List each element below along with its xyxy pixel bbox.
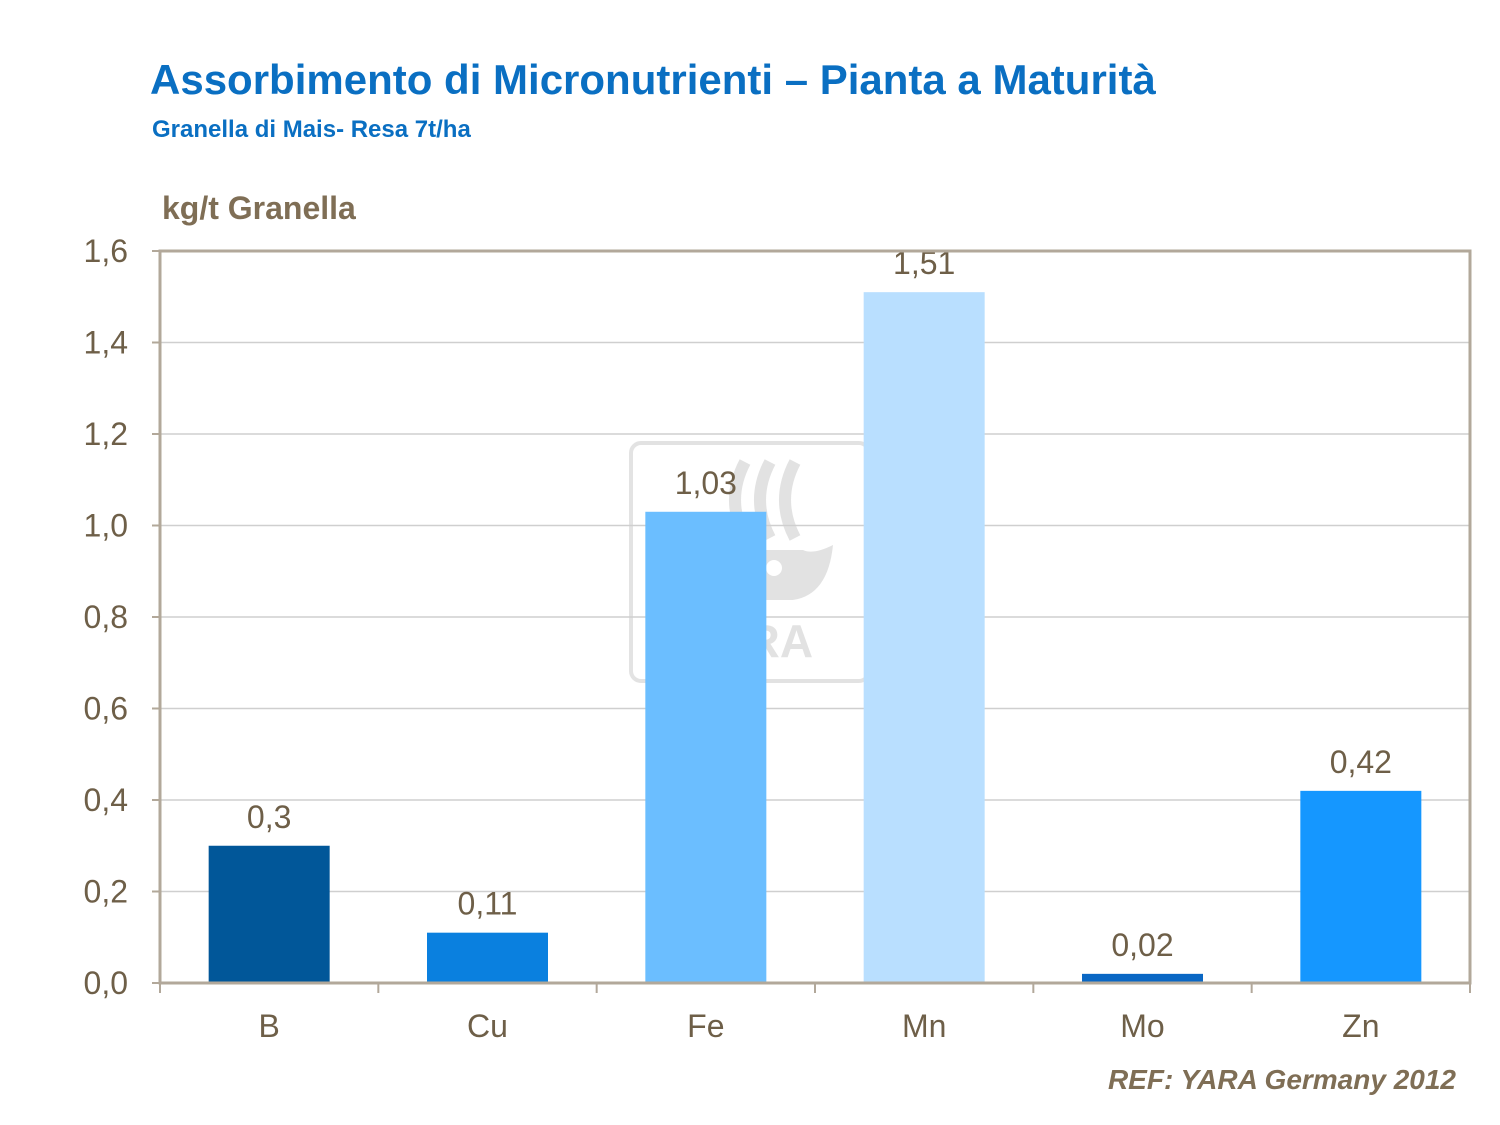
y-tick-label: 1,0	[84, 508, 128, 544]
bar-fe	[645, 511, 767, 983]
y-tick-label: 0,6	[84, 691, 128, 727]
data-label-zn: 0,42	[1330, 744, 1392, 780]
bar-mo	[1082, 973, 1203, 983]
gridlines	[160, 341, 1470, 893]
axes: 0,0 0,2 0,4 0,6 0,8 1,0 1,2 1,4 1,6 B Cu Fe Mn Mo Zn	[84, 233, 1472, 1044]
bar-cu	[427, 932, 548, 983]
bars: 0,30,111,031,510,020,42	[208, 245, 1422, 983]
y-tick-label: 1,6	[84, 233, 128, 269]
bar-zn	[1300, 790, 1422, 983]
data-label-fe: 1,03	[675, 465, 737, 501]
x-category-label: B	[258, 1008, 279, 1044]
chart-title: Assorbimento di Micronutrienti – Pianta …	[150, 56, 1156, 103]
x-category-label: Mn	[902, 1008, 946, 1044]
y-tick-label: 0,0	[84, 965, 128, 1001]
x-category-label: Fe	[687, 1008, 724, 1044]
y-tick-label: 1,2	[84, 416, 128, 452]
x-category-label: Cu	[467, 1008, 508, 1044]
source-reference: REF: YARA Germany 2012	[1107, 1064, 1456, 1095]
y-axis-label: kg/t Granella	[162, 190, 356, 226]
y-tick-label: 0,2	[84, 874, 128, 910]
x-category-label: Zn	[1342, 1008, 1379, 1044]
y-tick-label: 1,4	[84, 325, 128, 361]
bar-b	[208, 845, 330, 983]
y-tick-label: 0,8	[84, 599, 128, 635]
data-label-cu: 0,11	[458, 886, 518, 922]
data-label-b: 0,3	[247, 799, 291, 835]
bar-mn	[863, 292, 985, 983]
y-tick-label: 0,4	[84, 782, 128, 818]
x-category-label: Mo	[1120, 1008, 1164, 1044]
chart-subtitle: Granella di Mais- Resa 7t/ha	[152, 116, 471, 143]
data-label-mo: 0,02	[1111, 927, 1173, 963]
